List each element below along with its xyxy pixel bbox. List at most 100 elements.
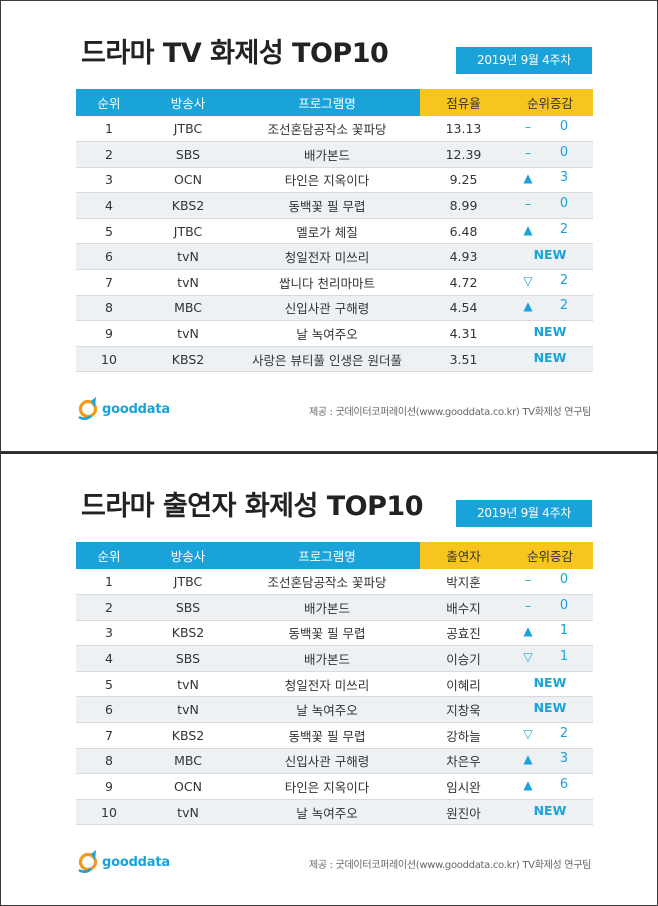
rank-change: NEW (507, 349, 593, 367)
table-row: 2 SBS 배가본드 12.39–0 (76, 141, 593, 168)
rank-change-cell: NEW (507, 799, 593, 826)
rank-change-cell: –0 (507, 594, 593, 621)
rank-cell: 4 (76, 192, 142, 219)
table-row: 1 JTBC 조선혼담공작소 꽃파당 박지훈 –0 (76, 569, 593, 596)
drama-tv-buzz-panel: 드라마 TV 화제성 TOP10 2019년 9월 4주차 순위 방송사 프로그… (0, 0, 658, 452)
new-badge: NEW (533, 802, 567, 818)
rank-cell: 5 (76, 218, 142, 245)
rank-change: ▲ 2 (507, 297, 593, 315)
rank-change-cell: ▲ 3 (507, 748, 593, 775)
header-rank: 순위 (76, 89, 142, 116)
table-row: 9 tvN 날 녹여주오 4.31 NEW (76, 320, 593, 347)
rank-cell: 10 (76, 346, 142, 373)
program-cell: 날 녹여주오 (234, 320, 420, 347)
down-triangle-outline-icon: ▽ (523, 726, 533, 741)
rank-change: –0 (507, 571, 593, 589)
value-cell: 4.93 (420, 243, 507, 271)
gooddata-logo-icon (78, 397, 98, 420)
logo-text: gooddata (102, 401, 170, 417)
dash-icon: – (525, 120, 531, 135)
header-rank-change: 순위증감 (507, 89, 593, 116)
value-cell: 4.72 (420, 269, 507, 296)
value-cell: 박지훈 (420, 569, 507, 596)
value-cell: 임시완 (420, 773, 507, 800)
table-row: 6 tvN 날 녹여주오 지창욱 NEW (76, 696, 593, 724)
table-row: 5 tvN 청일전자 미쓰리 이혜리 NEW (76, 671, 593, 698)
rank-change-value: 0 (559, 597, 569, 613)
table-row: 5 JTBC 멜로가 체질 6.48 ▲ 2 (76, 218, 593, 245)
table-row: 9 OCN 타인은 지옥이다 임시완 ▲ 6 (76, 773, 593, 800)
rank-change: NEW (507, 323, 593, 341)
table-row: 3 KBS2 동백꽃 필 무렵 공효진 ▲ 1 (76, 620, 593, 647)
program-cell: 동백꽃 필 무렵 (234, 620, 420, 647)
rank-change-cell: ▲ 2 (507, 295, 593, 322)
rank-cell: 1 (76, 116, 142, 143)
rank-change-value: 0 (559, 572, 569, 588)
rank-cell: 3 (76, 167, 142, 194)
table-body: 1 JTBC 조선혼담공작소 꽃파당 박지훈 –0 2 SBS 배가본드 배수지 –0 3 KBS2 동… (76, 569, 593, 826)
value-cell: 강하늘 (420, 722, 507, 749)
rank-cell: 2 (76, 141, 142, 168)
rank-cell: 8 (76, 295, 142, 322)
header-channel: 방송사 (142, 89, 234, 116)
dash-icon: – (525, 145, 531, 160)
rank-change-cell: –0 (507, 569, 593, 596)
table-body: 1 JTBC 조선혼담공작소 꽃파당 13.13–0 2 SBS 배가본드 12.39–0 3 O… (76, 116, 593, 373)
header-rank-change: 순위증감 (507, 542, 593, 569)
channel-cell: tvN (142, 696, 234, 724)
rank-change-value: 3 (559, 751, 569, 767)
channel-cell: tvN (142, 799, 234, 826)
panel-title: 드라마 출연자 화제성 TOP10 (81, 491, 424, 522)
new-badge: NEW (533, 349, 567, 365)
program-cell: 조선혼담공작소 꽃파당 (234, 569, 420, 596)
rank-change-value: 0 (559, 144, 569, 160)
channel-cell: KBS2 (142, 346, 234, 373)
rank-change: NEW (507, 802, 593, 820)
table-row: 6 tvN 청일전자 미쓰리 4.93 NEW (76, 243, 593, 271)
table-row: 8 MBC 신입사관 구해령 차은우 ▲ 3 (76, 748, 593, 775)
channel-cell: MBC (142, 748, 234, 775)
value-cell: 이승기 (420, 645, 507, 672)
rank-change-value: 2 (559, 221, 569, 237)
rank-cell: 1 (76, 569, 142, 596)
rank-change: ▲ 3 (507, 750, 593, 768)
program-cell: 타인은 지옥이다 (234, 167, 420, 194)
rank-change-cell: ▽ 2 (507, 722, 593, 749)
table-row: 10 KBS2 사랑은 뷰티풀 인생은 원더풀 3.51 NEW (76, 346, 593, 373)
value-cell: 원진아 (420, 799, 507, 826)
new-badge: NEW (533, 324, 567, 340)
rank-change: –0 (507, 195, 593, 213)
program-cell: 멜로가 체질 (234, 218, 420, 245)
ranking-table: 순위 방송사 프로그램명 점유율 순위증감 1 JTBC 조선혼담공작소 꽃파당 13… (76, 89, 593, 373)
rank-change: NEW (507, 699, 593, 717)
rank-cell: 8 (76, 748, 142, 775)
channel-cell: MBC (142, 295, 234, 322)
rank-change-value: 2 (559, 298, 569, 314)
program-cell: 쌉니다 천리마마트 (234, 269, 420, 296)
program-cell: 타인은 지옥이다 (234, 773, 420, 800)
table-row: 2 SBS 배가본드 배수지 –0 (76, 594, 593, 621)
header-channel: 방송사 (142, 542, 234, 569)
rank-change: ▽ 1 (507, 648, 593, 666)
program-cell: 배가본드 (234, 594, 420, 621)
rank-change-value: 2 (559, 725, 569, 741)
rank-cell: 9 (76, 320, 142, 347)
program-cell: 신입사관 구해령 (234, 295, 420, 322)
value-cell: 4.31 (420, 320, 507, 347)
rank-change-value: 6 (559, 777, 569, 793)
header-cast: 출연자 (420, 542, 507, 569)
rank-cell: 9 (76, 773, 142, 800)
rank-change: ▽ 2 (507, 725, 593, 743)
table-row: 7 tvN 쌉니다 천리마마트 4.72 ▽ 2 (76, 269, 593, 296)
rank-change-cell: NEW (507, 346, 593, 373)
ranking-table: 순위 방송사 프로그램명 출연자 순위증감 1 JTBC 조선혼담공작소 꽃파당 박지… (76, 542, 593, 826)
table-row: 3 OCN 타인은 지옥이다 9.25 ▲ 3 (76, 167, 593, 194)
value-cell: 차은우 (420, 748, 507, 775)
header-rank: 순위 (76, 542, 142, 569)
channel-cell: KBS2 (142, 192, 234, 219)
dash-icon: – (525, 573, 531, 588)
program-cell: 동백꽃 필 무렵 (234, 192, 420, 219)
rank-cell: 7 (76, 269, 142, 296)
rank-change: ▽ 2 (507, 272, 593, 290)
rank-change-cell: ▽ 1 (507, 645, 593, 672)
